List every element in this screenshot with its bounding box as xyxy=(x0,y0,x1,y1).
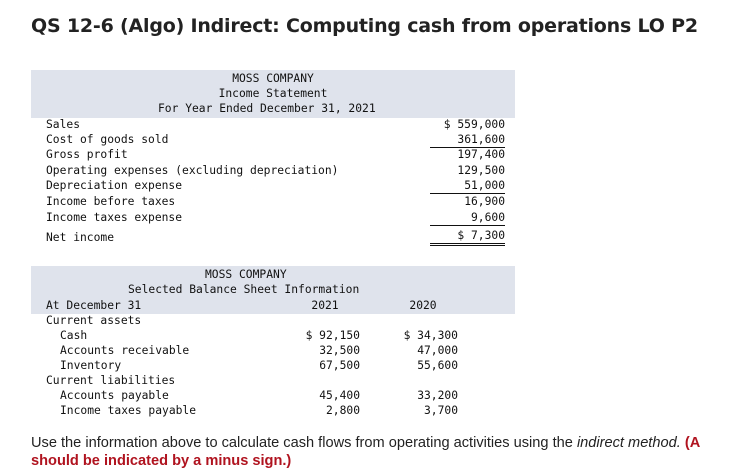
current-assets-heading: Current assets xyxy=(46,314,142,327)
income-row-value: $ 559,000 xyxy=(443,118,505,131)
balance-row-label: Inventory xyxy=(60,359,122,372)
income-row-value: 16,900 xyxy=(464,195,505,208)
income-row-label: Income before taxes xyxy=(46,195,176,208)
balance-value-2020: 3,700 xyxy=(423,404,458,417)
income-row-value: 361,600 xyxy=(430,133,505,148)
column-2020: 2020 xyxy=(409,299,437,312)
net-income-value: $ 7,300 xyxy=(430,229,505,246)
income-header-band xyxy=(31,70,515,118)
balance-value-2020: 55,600 xyxy=(417,359,458,372)
instructions-line-1: Use the information above to calculate c… xyxy=(31,434,750,452)
balance-value-2021: 32,500 xyxy=(319,344,360,357)
instructions-note: should be indicated by a minus sign.) xyxy=(31,453,292,469)
column-2021: 2021 xyxy=(311,299,339,312)
instructions: Use the information above to calculate c… xyxy=(31,434,750,470)
instructions-text: Use the information above to calculate c… xyxy=(31,435,577,451)
balance-company-name: MOSS COMPANY xyxy=(205,268,287,281)
balance-value-2021: 45,400 xyxy=(319,389,360,402)
income-company-name: MOSS COMPANY xyxy=(232,72,314,85)
balance-value-2020: $ 34,300 xyxy=(403,329,458,342)
balance-value-2020: 33,200 xyxy=(417,389,458,402)
instructions-method: indirect method. xyxy=(576,435,681,451)
balance-header-band xyxy=(31,266,515,314)
balance-value-2021: $ 92,150 xyxy=(305,329,360,342)
income-row-label: Operating expenses (excluding depreciati… xyxy=(46,164,339,177)
balance-row-label: Accounts receivable xyxy=(60,344,190,357)
income-row-value: 9,600 xyxy=(430,211,505,226)
income-row-label: Gross profit xyxy=(46,148,128,161)
net-income-label: Net income xyxy=(46,231,115,244)
income-row-label: Income taxes expense xyxy=(46,211,183,224)
balance-value-2020: 47,000 xyxy=(417,344,458,357)
balance-row-label: Accounts payable xyxy=(60,389,169,402)
income-row-label: Depreciation expense xyxy=(46,179,183,192)
balance-row-label: Cash xyxy=(60,329,88,342)
balance-value-2021: 2,800 xyxy=(325,404,360,417)
income-row-label: Sales xyxy=(46,118,81,131)
balance-value-2021: 67,500 xyxy=(319,359,360,372)
income-row-label: Cost of goods sold xyxy=(46,133,169,146)
instructions-note-start: (A xyxy=(680,435,701,451)
income-period: For Year Ended December 31, 2021 xyxy=(158,102,376,115)
income-row-value: 51,000 xyxy=(430,179,505,194)
income-statement-title: Income Statement xyxy=(218,87,328,100)
balance-date-label: At December 31 xyxy=(46,299,142,312)
balance-row-label: Income taxes payable xyxy=(60,404,197,417)
income-row-value: 197,400 xyxy=(457,148,505,161)
page-title: QS 12-6 (Algo) Indirect: Computing cash … xyxy=(31,15,698,37)
income-row-value: 129,500 xyxy=(457,164,505,177)
balance-statement-title: Selected Balance Sheet Information xyxy=(128,283,360,296)
current-liabilities-heading: Current liabilities xyxy=(46,374,176,387)
